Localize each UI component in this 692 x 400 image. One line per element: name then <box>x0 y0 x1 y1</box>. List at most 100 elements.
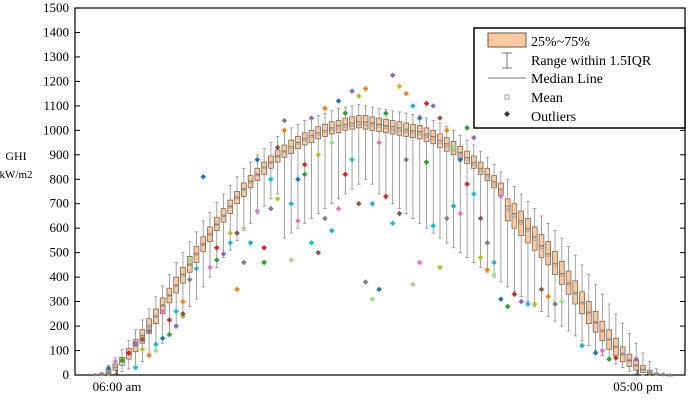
box <box>423 127 430 142</box>
box-item <box>92 373 98 377</box>
mean-marker <box>621 352 625 356</box>
mean-marker <box>154 314 158 318</box>
mean-marker <box>634 363 638 367</box>
mean-marker <box>526 229 530 233</box>
outlier-point <box>450 144 457 151</box>
box <box>518 210 524 236</box>
outlier-point <box>484 240 491 246</box>
outlier-point <box>443 215 450 222</box>
box-item <box>653 368 660 376</box>
mean-marker <box>465 158 469 162</box>
box <box>592 311 599 333</box>
box-item <box>254 154 261 214</box>
mean-marker <box>587 311 591 315</box>
box-item <box>193 231 200 300</box>
outlier-point <box>335 205 342 212</box>
mean-marker <box>648 370 652 374</box>
mean-marker <box>316 132 320 136</box>
box-item <box>477 150 484 268</box>
box <box>288 139 294 154</box>
outlier-point <box>166 317 173 323</box>
mean-marker <box>425 135 428 138</box>
box-item <box>389 110 396 205</box>
mean-marker <box>343 125 347 129</box>
outlier-point <box>558 298 565 305</box>
outlier-point <box>281 127 288 134</box>
box-item <box>410 114 416 219</box>
mean-marker <box>479 169 483 173</box>
y-tick-label: 200 <box>50 318 70 333</box>
outlier-point <box>633 356 639 362</box>
outlier-point <box>403 90 409 97</box>
legend: 25%~75% Range within 1.5IQR Median Line … <box>473 27 686 129</box>
mean-marker <box>269 161 273 165</box>
outlier-point <box>301 161 308 168</box>
outlier-point <box>403 156 409 163</box>
outlier-point <box>274 196 281 202</box>
box-item <box>376 107 382 195</box>
mean-marker <box>330 128 334 132</box>
outlier-point <box>349 156 355 163</box>
box-item <box>261 148 267 207</box>
outlier-point <box>437 264 443 271</box>
outlier-point <box>153 341 159 348</box>
outlier-point <box>457 156 464 163</box>
box <box>227 199 234 214</box>
box-item <box>457 134 464 254</box>
box-item <box>565 246 572 332</box>
mean-marker <box>350 123 354 127</box>
outlier-point <box>484 266 491 273</box>
box <box>525 218 531 244</box>
box-item <box>586 274 592 347</box>
box <box>437 133 443 148</box>
outlier-point <box>146 328 152 334</box>
mean-marker <box>641 367 645 371</box>
mean-marker <box>627 358 631 362</box>
outlier-point <box>132 340 139 346</box>
mean-marker <box>249 180 253 184</box>
box <box>220 208 227 223</box>
box-item <box>356 104 362 185</box>
outlier-point <box>342 171 349 178</box>
x-tick-label-start: 06:00 am <box>93 379 142 394</box>
outlier-point <box>112 358 119 365</box>
box-item <box>498 171 504 283</box>
box-item <box>200 220 207 288</box>
y-tick-label: 1500 <box>43 0 69 15</box>
box <box>410 123 416 139</box>
box-item <box>281 131 288 239</box>
outlier-point <box>342 110 349 117</box>
outlier-point <box>241 225 247 231</box>
outlier-point <box>328 227 335 234</box>
y-tick-label: 1000 <box>43 122 69 137</box>
outlier-point <box>464 125 470 131</box>
mean-marker <box>370 123 374 127</box>
box <box>538 233 545 258</box>
mean-marker <box>276 155 280 158</box>
outlier-point <box>383 193 389 200</box>
plot-frame <box>74 7 686 376</box>
outlier-point <box>362 85 369 92</box>
outlier-point <box>518 298 524 305</box>
outlier-point <box>274 144 281 151</box>
outlier-point <box>416 259 423 266</box>
outlier-point <box>416 115 423 121</box>
box-item <box>220 193 227 258</box>
box <box>403 122 409 137</box>
outlier-point <box>295 218 301 224</box>
legend-mean-swatch <box>504 94 510 100</box>
y-tick-label: 100 <box>50 343 70 358</box>
outlier-point <box>166 331 173 338</box>
box-item <box>186 241 193 307</box>
outlier-point <box>105 365 112 371</box>
mean-marker <box>310 135 313 138</box>
box-item <box>538 215 545 312</box>
mean-marker <box>607 337 611 341</box>
y-tick-label: 600 <box>50 220 70 235</box>
outlier-point <box>315 249 322 256</box>
outlier-point <box>471 134 477 141</box>
box-item <box>484 156 491 273</box>
outlier-point <box>193 265 200 272</box>
box <box>261 161 267 175</box>
